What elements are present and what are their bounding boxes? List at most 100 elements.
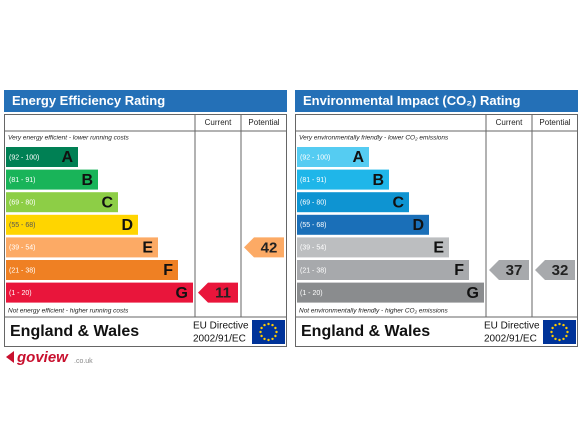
- rating-value: 32: [552, 262, 569, 279]
- eu-star: [259, 330, 262, 334]
- footer-directive: EU Directive: [193, 321, 249, 332]
- column-header: Potential: [248, 118, 279, 127]
- footer-region: England & Wales: [301, 323, 430, 340]
- band-range: (39 - 54): [9, 245, 35, 252]
- rating-value: 42: [261, 239, 278, 256]
- column-header: Current: [496, 118, 523, 127]
- band-letter: D: [121, 217, 133, 234]
- eu-star: [275, 330, 278, 334]
- band-range: (81 - 91): [300, 177, 326, 184]
- band-range: (39 - 54): [300, 245, 326, 252]
- rating-band: [297, 214, 429, 235]
- band-letter: F: [163, 262, 173, 279]
- eu-star: [554, 323, 557, 327]
- panel-frame: [4, 114, 287, 347]
- band-letter: D: [412, 217, 424, 234]
- band-letter: E: [142, 240, 153, 257]
- rating-band: [6, 282, 193, 303]
- band-range: (1 - 20): [9, 290, 32, 297]
- eu-star: [558, 338, 561, 342]
- eu-star: [565, 326, 568, 330]
- band-letter: C: [101, 194, 113, 211]
- rating-band: [6, 214, 138, 235]
- column-header: Potential: [539, 118, 570, 127]
- eu-star: [562, 337, 565, 341]
- rating-band: [6, 237, 158, 258]
- eu-star: [566, 330, 569, 334]
- rating-value: 37: [506, 262, 523, 279]
- band-range: (92 - 100): [9, 154, 39, 161]
- eu-star: [271, 323, 274, 327]
- rating-band: [297, 147, 369, 167]
- eu-star: [565, 334, 568, 338]
- band-letter: A: [352, 149, 364, 166]
- logo-domain: .co.uk: [74, 358, 93, 365]
- eu-star: [271, 337, 274, 341]
- band-range: (21 - 38): [9, 267, 35, 274]
- title-bar: [4, 90, 287, 112]
- rating-band: [297, 237, 449, 258]
- bottom-note: Not environmentally friendly - higher CO…: [299, 308, 449, 315]
- band-range: (81 - 91): [9, 177, 35, 184]
- band-letter: C: [392, 194, 404, 211]
- rating-band: [297, 260, 469, 280]
- eu-star: [260, 326, 263, 330]
- column-header: Current: [205, 118, 232, 127]
- eu-star: [562, 323, 565, 327]
- eu-star: [554, 337, 557, 341]
- rating-band: [6, 260, 178, 280]
- bottom-note: Not energy efficient - higher running co…: [8, 308, 129, 315]
- rating-band: [297, 192, 409, 213]
- eu-star: [274, 326, 277, 330]
- rating-arrow: [489, 260, 529, 280]
- band-range: (55 - 68): [300, 222, 326, 229]
- eu-star: [558, 322, 561, 326]
- eu-star: [267, 338, 270, 342]
- title-bar: [295, 90, 578, 112]
- top-note: Very energy efficient - lower running co…: [8, 135, 130, 142]
- band-letter: G: [176, 285, 188, 302]
- band-range: (1 - 20): [300, 290, 323, 297]
- footer-code: 2002/91/EC: [484, 334, 537, 345]
- footer-region: England & Wales: [10, 323, 139, 340]
- band-letter: E: [433, 240, 444, 257]
- band-range: (69 - 80): [300, 200, 326, 207]
- rating-band: [6, 169, 98, 190]
- band-letter: F: [454, 262, 464, 279]
- eu-star: [263, 323, 266, 327]
- band-letter: B: [81, 172, 93, 189]
- band-letter: A: [61, 149, 73, 166]
- footer-code: 2002/91/EC: [193, 334, 246, 345]
- top-note: Very environmentally friendly - lower CO…: [299, 135, 449, 142]
- rating-band: [297, 282, 484, 303]
- logo: goview .co.uk: [6, 349, 93, 366]
- logo-icon: [6, 351, 14, 363]
- eu-star: [263, 337, 266, 341]
- band-range: (69 - 80): [9, 200, 35, 207]
- band-range: (21 - 38): [300, 267, 326, 274]
- band-range: (92 - 100): [300, 154, 330, 161]
- eu-star: [260, 334, 263, 338]
- band-letter: B: [372, 172, 384, 189]
- band-range: (55 - 68): [9, 222, 35, 229]
- logo-name: goview: [16, 349, 69, 366]
- rating-arrow: [198, 282, 238, 303]
- panel-title: Environmental Impact (CO₂) Rating: [303, 93, 520, 108]
- panel-title: Energy Efficiency Rating: [12, 93, 165, 108]
- rating-value: 11: [215, 285, 231, 302]
- rating-arrow: [535, 260, 575, 280]
- eu-star: [551, 334, 554, 338]
- rating-band: [6, 147, 78, 167]
- panel-frame: [295, 114, 578, 347]
- rating-band: [297, 169, 389, 190]
- rating-arrow: [244, 237, 284, 258]
- eu-star: [551, 326, 554, 330]
- eu-star: [550, 330, 553, 334]
- eu-star: [274, 334, 277, 338]
- band-letter: G: [467, 285, 479, 302]
- rating-band: [6, 192, 118, 213]
- eu-star: [267, 322, 270, 326]
- footer-directive: EU Directive: [484, 321, 540, 332]
